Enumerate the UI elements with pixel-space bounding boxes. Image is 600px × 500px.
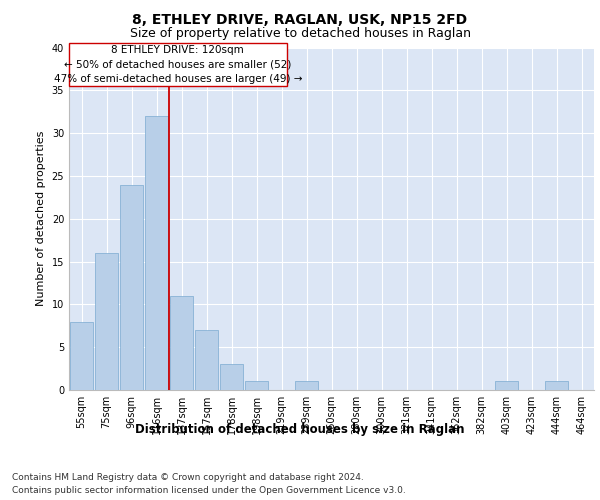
Y-axis label: Number of detached properties: Number of detached properties: [36, 131, 46, 306]
Text: Contains HM Land Registry data © Crown copyright and database right 2024.: Contains HM Land Registry data © Crown c…: [12, 472, 364, 482]
Bar: [495, 382, 518, 390]
Bar: [170, 296, 193, 390]
Bar: [545, 382, 568, 390]
Bar: [120, 184, 143, 390]
Bar: [245, 382, 268, 390]
Text: 8 ETHLEY DRIVE: 120sqm
← 50% of detached houses are smaller (52)
47% of semi-det: 8 ETHLEY DRIVE: 120sqm ← 50% of detached…: [53, 45, 302, 84]
FancyBboxPatch shape: [69, 43, 287, 86]
Bar: [220, 364, 243, 390]
Bar: [295, 382, 318, 390]
Text: 8, ETHLEY DRIVE, RAGLAN, USK, NP15 2FD: 8, ETHLEY DRIVE, RAGLAN, USK, NP15 2FD: [133, 12, 467, 26]
Bar: [70, 322, 93, 390]
Text: Contains public sector information licensed under the Open Government Licence v3: Contains public sector information licen…: [12, 486, 406, 495]
Bar: [145, 116, 168, 390]
Text: Size of property relative to detached houses in Raglan: Size of property relative to detached ho…: [130, 28, 470, 40]
Text: Distribution of detached houses by size in Raglan: Distribution of detached houses by size …: [135, 422, 465, 436]
Bar: [95, 253, 118, 390]
Bar: [195, 330, 218, 390]
